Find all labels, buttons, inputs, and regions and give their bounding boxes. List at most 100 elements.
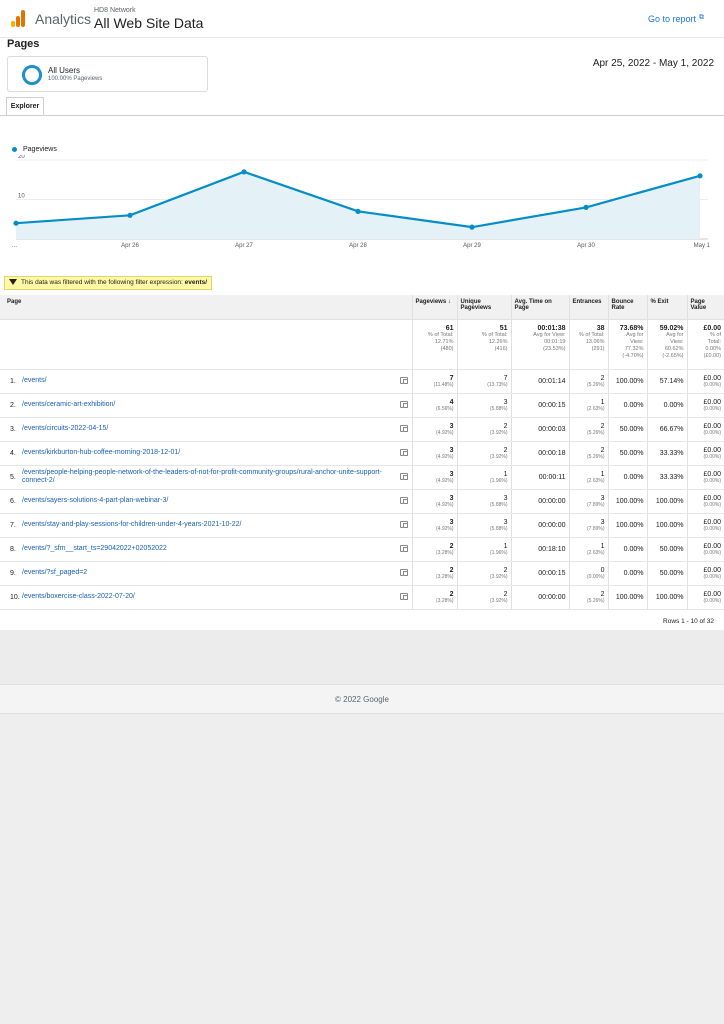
cell-value: 3 bbox=[600, 494, 605, 502]
cell-percent: (0.00%) bbox=[703, 501, 721, 508]
cell-value: 7 bbox=[503, 374, 508, 382]
cell-bounce-rate: 50.00% bbox=[607, 441, 647, 466]
total-value: 61 bbox=[445, 324, 454, 332]
total-sub: 00:01:19 bbox=[544, 338, 566, 345]
property-name[interactable]: All Web Site Data bbox=[94, 15, 204, 31]
filter-notice: This data was filtered with the followin… bbox=[4, 276, 213, 290]
total-sub: % of Total: bbox=[578, 331, 605, 338]
cell-value: 33.33% bbox=[659, 473, 684, 481]
page-link[interactable]: /events/people-helping-people-network-of… bbox=[22, 469, 382, 484]
x-tick-label: Apr 27 bbox=[235, 243, 253, 249]
cell-unique-pageviews: 1 (1.96%) bbox=[456, 465, 511, 490]
open-page-icon[interactable] bbox=[399, 497, 408, 504]
cell-entrances: 1 (2.63%) bbox=[568, 465, 608, 490]
total-sub: (-4.70%) bbox=[622, 352, 644, 359]
cell-avg-time: 00:00:00 bbox=[510, 489, 569, 514]
col-header-page[interactable]: Page bbox=[0, 295, 412, 320]
segment-name: All Users bbox=[48, 66, 81, 75]
cell-value: 100.00% bbox=[615, 521, 644, 529]
open-page-icon[interactable] bbox=[399, 521, 408, 528]
cell-page-value: £0.00 (0.00%) bbox=[686, 369, 724, 394]
table-row: 6. /events/sayers-solutions-4-part-plan-w… bbox=[0, 489, 724, 514]
total-sub: (£0.00) bbox=[703, 352, 721, 359]
page-link[interactable]: /events/stay-and-play-sessions-for-child… bbox=[22, 521, 242, 528]
page-link[interactable]: /events/sayers-solutions-4-part-plan-web… bbox=[22, 497, 169, 504]
cell-value: 0.00% bbox=[623, 545, 644, 553]
page-link[interactable]: /events/?_sfm__start_ts=29042022+0205202… bbox=[22, 545, 167, 552]
page-link[interactable]: /events/?sf_paged=2 bbox=[22, 569, 88, 576]
date-range-picker[interactable]: Apr 25, 2022 - May 1, 2022 bbox=[592, 58, 714, 69]
col-header-exit[interactable]: % Exit bbox=[646, 295, 687, 320]
open-page-icon[interactable] bbox=[399, 473, 408, 480]
cell-percent: (7.89%) bbox=[586, 501, 605, 508]
segment-card[interactable]: All Users 100.00% Pageviews bbox=[7, 56, 208, 92]
cell-value: £0.00 bbox=[703, 590, 721, 598]
cell-page-value: £0.00 (0.00%) bbox=[686, 561, 724, 586]
page-link[interactable]: /events/kirkburton-hub-coffee-morning-20… bbox=[22, 449, 181, 456]
cell-page-value: £0.00 (0.00%) bbox=[686, 417, 724, 442]
go-to-report-link[interactable]: Go to report ⧉ bbox=[648, 14, 704, 24]
cell-bounce-rate: 0.00% bbox=[607, 561, 647, 586]
totals-page-cell bbox=[0, 319, 412, 370]
cell-percent: (0.00%) bbox=[703, 597, 721, 604]
page-link[interactable]: /events/ bbox=[22, 377, 47, 384]
cell-percent: (0.00%) bbox=[703, 549, 721, 556]
total-sub: Avg for View: bbox=[533, 331, 566, 338]
page-link[interactable]: /events/boxercise-class-2022-07-20/ bbox=[22, 593, 135, 600]
tab-explorer[interactable]: Explorer bbox=[6, 97, 44, 116]
cell-value: 3 bbox=[503, 494, 508, 502]
account-name[interactable]: HD8 Network bbox=[94, 7, 136, 14]
col-header-unique-pageviews[interactable]: Unique Pageviews bbox=[456, 295, 511, 320]
cell-avg-time: 00:01:14 bbox=[510, 369, 569, 394]
open-page-icon[interactable] bbox=[399, 449, 408, 456]
cell-avg-time: 00:00:11 bbox=[510, 465, 569, 490]
cell-value: 00:00:15 bbox=[538, 401, 566, 409]
data-point bbox=[469, 224, 475, 230]
page-link[interactable]: /events/circuits-2022-04-15/ bbox=[22, 425, 109, 432]
cell-page-value: £0.00 (0.00%) bbox=[686, 465, 724, 490]
cell-value: 57.14% bbox=[659, 377, 684, 385]
cell-unique-pageviews: 1 (1.96%) bbox=[456, 537, 511, 562]
cell-value: 00:00:15 bbox=[538, 569, 566, 577]
table-row: 10./events/boxercise-class-2022-07-20/2(… bbox=[0, 585, 724, 610]
open-page-icon[interactable] bbox=[399, 377, 408, 384]
page-title: Pages bbox=[7, 38, 40, 50]
cell-value: 3 bbox=[503, 518, 508, 526]
open-page-icon[interactable] bbox=[399, 401, 408, 408]
cell-page-value: £0.00 (0.00%) bbox=[686, 441, 724, 466]
cell-unique-pageviews: 7 (13.73%) bbox=[456, 369, 511, 394]
pageviews-chart[interactable]: 10 20... Apr 26 Apr 27 Apr 28 Apr 29 Apr 30 May… bbox=[0, 155, 724, 255]
total-value: 51 bbox=[499, 324, 508, 332]
col-header-bounce-rate[interactable]: Bounce Rate bbox=[607, 295, 647, 320]
totals-row: 61 % of Total: 12.71% (480) 51 % of Tota… bbox=[0, 319, 724, 370]
tab-divider bbox=[0, 115, 724, 116]
totals-exit: 59.02% Avg for View: 60.62% (-2.65%) bbox=[646, 319, 687, 370]
cell-value: £0.00 bbox=[703, 566, 721, 574]
cell-value: 100.00% bbox=[655, 593, 684, 601]
cell-value: £0.00 bbox=[703, 542, 721, 550]
cell-entrances: 1 (2.63%) bbox=[568, 537, 608, 562]
total-sub: % of bbox=[709, 331, 721, 338]
total-sub: Avg for bbox=[666, 331, 684, 338]
cell-value: 3 bbox=[449, 446, 454, 454]
page-link[interactable]: /events/ceramic-art-exhibition/ bbox=[22, 401, 116, 408]
col-header-avg-time[interactable]: Avg. Time on Page bbox=[510, 295, 569, 320]
cell-value: 2 bbox=[449, 590, 454, 598]
col-header-entrances[interactable]: Entrances bbox=[568, 295, 608, 320]
cell-exit: 100.00% bbox=[646, 489, 687, 514]
cell-percent: (4.92%) bbox=[435, 429, 454, 436]
cell-value: 2 bbox=[600, 590, 605, 598]
cell-value: 50.00% bbox=[619, 449, 644, 457]
open-page-icon[interactable] bbox=[399, 545, 408, 552]
cell-avg-time: 00:00:00 bbox=[510, 585, 569, 610]
open-page-icon[interactable] bbox=[399, 425, 408, 432]
total-sub: 13.06% bbox=[585, 338, 605, 345]
col-header-pageviews[interactable]: Pageviews ↓ bbox=[411, 295, 457, 320]
analytics-logo-icon bbox=[11, 10, 25, 27]
open-page-icon[interactable] bbox=[399, 593, 408, 600]
cell-percent: (6.56%) bbox=[435, 405, 454, 412]
open-page-icon[interactable] bbox=[399, 569, 408, 576]
cell-percent: (4.92%) bbox=[435, 525, 454, 532]
cell-percent: (0.00%) bbox=[703, 477, 721, 484]
col-header-page-value[interactable]: Page Value bbox=[686, 295, 724, 320]
